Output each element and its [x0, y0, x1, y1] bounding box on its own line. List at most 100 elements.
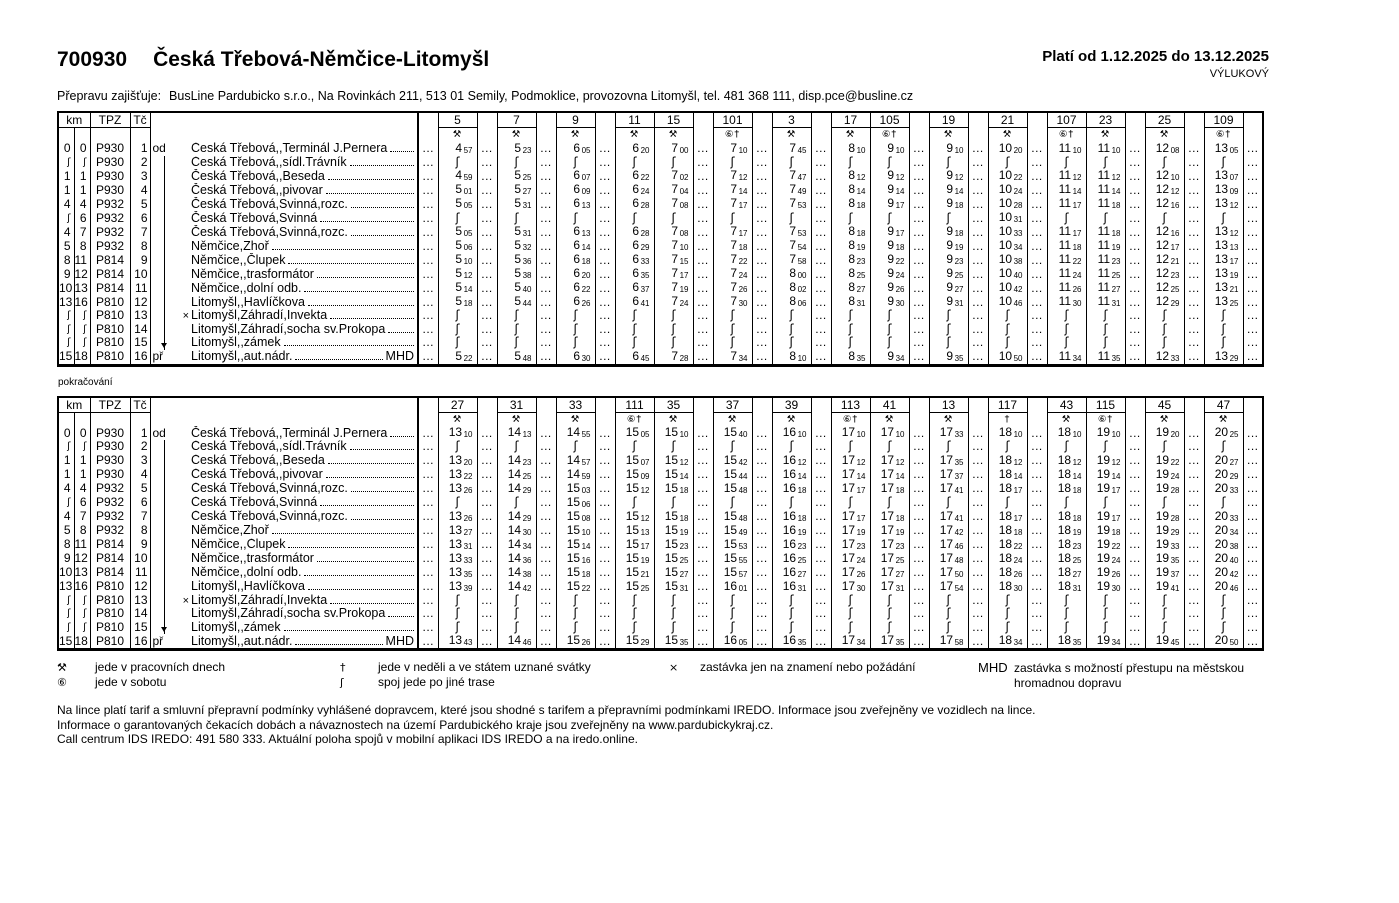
time-cell: 17 23 [869, 537, 910, 552]
time-minutes: 17 [1111, 513, 1121, 523]
time-cell: 19 14 [1085, 467, 1126, 482]
legend-item: ⑥ jede v sobotu [57, 675, 340, 690]
trip-number: 37 [712, 396, 753, 413]
time-cell: 18 19 [1046, 523, 1087, 538]
km-distance: 7 [74, 225, 91, 239]
stop-row: ʃ 6 P932 6 Česká Třebová,Svinná... ʃ... ʃ... 15… [58, 495, 1263, 510]
filler [1027, 128, 1047, 142]
saturday-symbol: ⑥ [57, 676, 67, 689]
time-cell: 14 13 [496, 426, 537, 440]
mhd-transfer-symbol: MHD [978, 660, 1008, 675]
stop-name-cell: Česká Třebová,Svinná,rozc. [176, 481, 419, 496]
stop-name-cell: Česká Třebová,,pivovar [176, 467, 419, 482]
filler-dots: ... [972, 565, 984, 579]
stop-name: Česká Třebová,,sídl.Trávník [191, 155, 347, 169]
filler-dots: ... [1031, 523, 1043, 537]
time-cell: 15 14 [555, 537, 596, 552]
time-hour: 9 [946, 197, 954, 210]
filler-dots: ... [422, 211, 434, 225]
time-cell: 11 14 [1046, 183, 1087, 197]
time-hour: 6 [573, 295, 581, 308]
time-minutes: 25 [1111, 271, 1121, 280]
time-hour: 15 [664, 481, 679, 495]
od-pr-cell [150, 322, 176, 336]
time-hour: 9 [887, 197, 895, 210]
route-direction-line [163, 211, 165, 225]
time-hour: 15 [723, 481, 738, 495]
time-cell: 18 24 [987, 551, 1028, 566]
time-hour: 13 [448, 467, 463, 481]
filler-dots: ... [697, 211, 709, 225]
no-service-squiggle: ʃ [1203, 322, 1244, 336]
title-bar: 700930 Česká Třebová-Němčice-Litomyšl Pla… [57, 48, 1269, 80]
dotted-leader [350, 491, 414, 492]
stop-name: Litomyšl,Záhradí,Invekta [191, 593, 328, 607]
time-hour: 17 [841, 426, 856, 439]
time-minutes: 20 [463, 457, 473, 467]
time-hour: 11 [1058, 169, 1072, 182]
od-pr-cell [150, 155, 176, 169]
time-minutes: 41 [954, 513, 964, 523]
time-minutes: 12 [1229, 229, 1239, 238]
no-service-squiggle: ʃ [712, 620, 753, 634]
time-cell: 16 10 [771, 426, 812, 440]
filler-dots: ... [422, 509, 434, 523]
tpz-code: P930 [90, 467, 131, 482]
km-tariff: 9 [58, 551, 75, 566]
filler-dots: ... [1246, 225, 1259, 239]
stop-name-flex: Česká Třebová,Svinná [176, 211, 416, 225]
time-cell: 9 12 [869, 169, 910, 183]
time-cell: 20 33 [1203, 481, 1244, 496]
time-hour: 11 [1058, 183, 1072, 196]
time-hour: 14 [507, 551, 522, 565]
filler-dots: ... [422, 295, 434, 309]
time-minutes: 25 [522, 173, 532, 182]
dotted-leader [288, 262, 414, 264]
time-hour: 6 [632, 197, 640, 210]
time-hour: 20 [1214, 467, 1229, 481]
time-minutes: 16 [581, 555, 591, 565]
time-cell: 6 35 [614, 267, 655, 281]
no-service-squiggle: ʃ [614, 336, 655, 350]
time-cell: 13 33 [437, 551, 478, 566]
time-minutes: 33 [463, 555, 473, 565]
filler-dots: ... [599, 579, 611, 593]
trip-symbol: ⚒ [496, 412, 537, 426]
time-cell: 16 23 [771, 537, 812, 552]
time-hour: 13 [1214, 239, 1229, 252]
time-hour: 6 [632, 253, 640, 266]
time-minutes: 09 [1229, 187, 1239, 196]
time-cell: 18 14 [987, 467, 1028, 482]
no-service-squiggle: ʃ [869, 336, 910, 350]
filler-dots: ... [599, 481, 611, 495]
trip-number: 3 [771, 112, 812, 128]
time-hour: 8 [848, 169, 856, 182]
km-header: km [58, 396, 91, 413]
time-minutes: 24 [1170, 471, 1180, 481]
time-cell: 6 28 [614, 197, 655, 211]
filler-dots: ... [540, 634, 552, 648]
od-pr-cell [150, 467, 176, 482]
time-minutes: 18 [895, 243, 905, 252]
filler-dots: ... [1188, 453, 1200, 467]
filler [909, 397, 929, 413]
filler-dots: ... [481, 322, 493, 336]
stop-name-flex: Česká Třebová,,pivovar [176, 468, 416, 481]
km-tariff: 4 [58, 509, 75, 524]
time-hour: 15 [625, 551, 640, 565]
stop-name-cell: Němčice,,dolní odb. [176, 565, 419, 580]
time-cell: 9 25 [928, 267, 969, 281]
filler-dots: ... [1188, 281, 1200, 295]
no-service-squiggle: ʃ [771, 440, 812, 454]
trip-symbol: ⚒ [1046, 412, 1087, 426]
no-service-squiggle: ʃ [614, 495, 655, 510]
stop-sequence-number: 4 [130, 467, 151, 482]
filler-dots: ... [972, 169, 984, 183]
stop-sequence-number: 1 [130, 426, 151, 440]
time-minutes: 10 [895, 430, 905, 439]
time-minutes: 30 [1072, 299, 1082, 308]
time-hour: 7 [730, 197, 738, 210]
stop-name: Litomyšl,Záhradí,socha sv.Prokopa [191, 607, 386, 621]
time-minutes: 20 [581, 271, 591, 280]
time-cell: 17 41 [928, 481, 969, 496]
